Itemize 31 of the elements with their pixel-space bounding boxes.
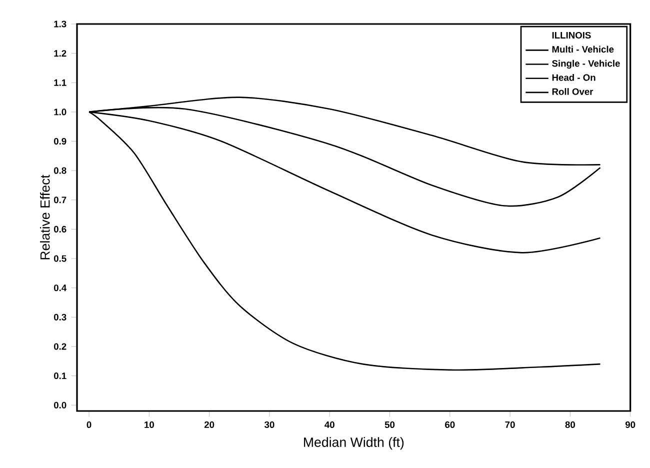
y-tick-label: 0.4: [54, 284, 67, 292]
x-tick-label: 60: [445, 421, 455, 428]
legend-label: Roll Over: [552, 88, 594, 95]
legend-label: Single - Vehicle: [552, 60, 620, 69]
y-tick-label: 0.2: [54, 343, 66, 350]
y-tick-label: 0.0: [54, 402, 66, 408]
x-tick-label: 30: [264, 421, 274, 428]
y-tick-label: 0.1: [54, 372, 66, 380]
x-tick-label: 40: [324, 421, 334, 428]
x-tick-label: 10: [144, 421, 154, 428]
y-tick-label: 1.1: [54, 79, 66, 86]
legend-label: Multi - Vehicle: [552, 46, 614, 53]
x-axis-title: Median Width (ft): [304, 437, 404, 450]
y-axis-title: Relative Effect: [40, 174, 50, 260]
y-tick-label: 0.8: [54, 167, 66, 174]
legend-label: Head - On: [552, 74, 596, 81]
x-tick-label: 20: [204, 421, 214, 428]
y-tick-label: 0.6: [54, 226, 66, 233]
legend-title: ILLINOIS: [552, 32, 591, 39]
x-tick-label: 70: [505, 421, 515, 428]
y-tick-label: 0.5: [54, 255, 66, 262]
y-tick-label: 1.2: [54, 50, 66, 57]
y-tick-label: 1.0: [54, 108, 66, 116]
x-tick-label: 80: [565, 421, 575, 428]
y-tick-label: 0.7: [54, 196, 66, 204]
y-tick-label: 0.9: [54, 138, 66, 145]
x-tick-label: 90: [625, 421, 636, 428]
x-tick-label: 50: [384, 421, 395, 428]
y-tick-label: 0.3: [54, 314, 66, 320]
x-tick-label: 0: [86, 421, 92, 428]
y-tick-label: 1.3: [54, 20, 66, 28]
